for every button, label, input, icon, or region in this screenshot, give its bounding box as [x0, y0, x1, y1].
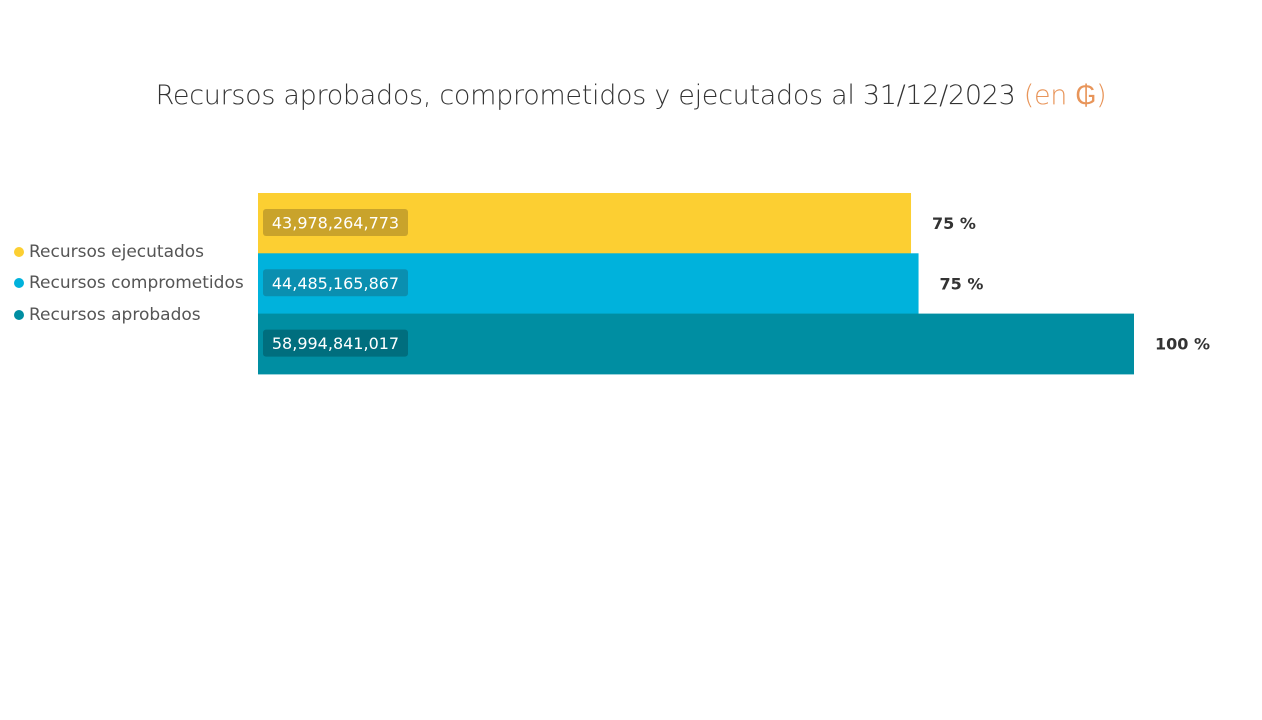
bar-group-comprometidos: 44,485,165,867 75 %: [258, 253, 984, 315]
percent-label-comprometidos: 75 %: [940, 274, 984, 293]
chart-title: Recursos aprobados, comprometidos y ejec…: [0, 80, 1262, 111]
legend-dot-comprometidos: [14, 278, 24, 289]
legend-label-ejecutados: Recursos ejecutados: [29, 241, 205, 262]
chart-title-main: Recursos aprobados, comprometidos y ejec…: [155, 80, 1024, 111]
legend-item-ejecutados[interactable]: Recursos ejecutados: [14, 236, 244, 268]
value-label-comprometidos: 44,485,165,867: [272, 274, 399, 293]
value-label-ejecutados: 43,978,264,773: [272, 214, 399, 233]
legend-dot-aprobados: [14, 309, 24, 320]
value-label-box-comprometidos: [263, 269, 408, 297]
legend-label-comprometidos: Recursos comprometidos: [29, 273, 244, 294]
bar-group-ejecutados: 43,978,264,773 75 %: [258, 193, 976, 254]
value-label-box-ejecutados: [263, 209, 408, 236]
legend-item-aprobados[interactable]: Recursos aprobados: [14, 299, 244, 331]
legend-dot-ejecutados: [14, 246, 24, 257]
value-label-aprobados: 58,994,841,017: [272, 334, 399, 353]
legend-item-comprometidos[interactable]: Recursos comprometidos: [14, 268, 244, 300]
legend-label-aprobados: Recursos aprobados: [29, 304, 201, 325]
percent-label-ejecutados: 75 %: [932, 214, 976, 233]
chart-legend: Recursos ejecutados Recursos comprometid…: [14, 236, 244, 331]
value-label-box-aprobados: [263, 329, 408, 357]
bar-group-aprobados: 58,994,841,017 100 %: [258, 313, 1210, 375]
percent-label-aprobados: 100 %: [1155, 335, 1210, 354]
chart-title-unit: (en ₲): [1023, 80, 1107, 111]
